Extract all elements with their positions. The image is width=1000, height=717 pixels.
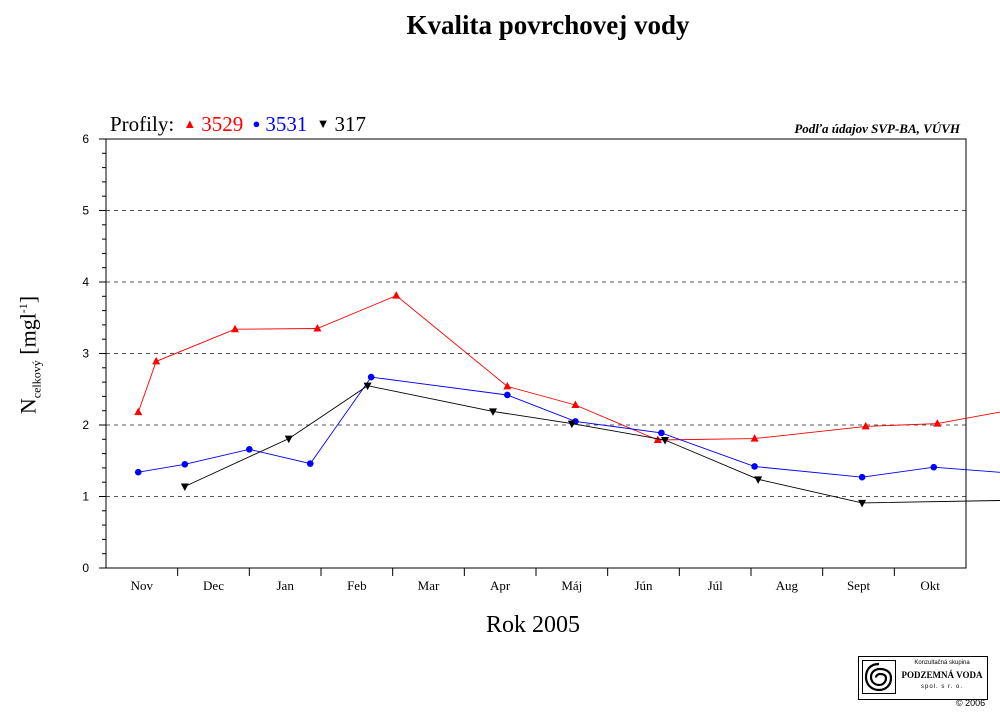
x-tick-label: Máj [561, 578, 582, 593]
y-tick-label: 2 [82, 418, 89, 432]
y-axis-label-unit-exponent: -1 [15, 303, 30, 314]
data-point-3529 [313, 323, 322, 332]
data-point-3529 [861, 421, 870, 430]
y-tick-label: 6 [82, 132, 89, 146]
data-point-317 [363, 382, 372, 391]
x-axis-label: Rok 2005 [485, 612, 580, 638]
data-point-3529 [392, 291, 401, 299]
data-point-3531 [181, 461, 189, 468]
x-tick-label: Jan [276, 578, 294, 593]
data-point-3529 [933, 419, 942, 427]
data-point-3531 [367, 373, 375, 381]
y-axis-label-main: N [15, 398, 41, 415]
company-logo: Konzultačná skupina PODZEMNÁ VODA spol. … [858, 656, 988, 700]
y-tick-label: 5 [82, 204, 89, 218]
data-point-3531 [930, 463, 938, 471]
y-tick-label: 1 [82, 490, 89, 504]
x-tick-label: Mar [418, 578, 440, 593]
y-axis-label-unit-close: ] [15, 295, 41, 304]
data-point-317 [489, 408, 497, 416]
logo-line2: PODZEMNÁ VODA [901, 670, 983, 680]
data-point-317 [754, 476, 763, 484]
legend-label-317: 317 [334, 112, 367, 136]
chart-title: Kvalita povrchovej vody [406, 10, 690, 40]
data-point-317 [858, 499, 867, 508]
y-axis-label-sub: celkový [29, 360, 44, 399]
legend-label-3529: 3529 [201, 112, 244, 136]
legend-marker-317: ▼ [316, 116, 330, 131]
logo-line1: Konzultačná skupina [914, 660, 970, 666]
data-point-3529 [134, 407, 143, 416]
data-point-3529 [653, 435, 662, 444]
legend-prefix: Profily: [110, 112, 175, 136]
data-point-3531 [658, 429, 665, 437]
data-point-317 [180, 483, 189, 491]
legend-marker-3531: ● [252, 116, 261, 131]
logo-line3: spol. s r. o. [920, 684, 963, 690]
x-tick-label: Apr [490, 578, 511, 593]
logo-mark-icon [862, 660, 896, 694]
series-line-317 [184, 385, 1000, 504]
x-tick-label: Okt [920, 578, 940, 593]
series-line-3529 [137, 295, 1000, 441]
data-point-3529 [503, 381, 512, 390]
y-axis-label: Ncelkový [mgl-1] [15, 296, 44, 414]
data-point-3531 [306, 460, 314, 467]
data-point-3529 [231, 324, 239, 333]
x-tick-label: Sept [847, 578, 871, 593]
legend-label-3531: 3531 [265, 112, 308, 136]
x-tick-label: Dec [203, 578, 224, 593]
series-line-3531 [138, 376, 1000, 478]
source-note: Podľa údajov SVP-BA, VÚVH [794, 121, 960, 136]
x-tick-label: Jún [634, 578, 653, 593]
y-tick-label: 4 [82, 275, 89, 289]
x-tick-label: Aug [776, 578, 799, 593]
x-tick-label: Nov [131, 578, 154, 593]
data-point-3531 [246, 446, 253, 453]
data-point-3529 [152, 356, 161, 365]
y-tick-label: 0 [82, 561, 89, 575]
data-point-3531 [858, 473, 866, 481]
data-point-317 [284, 435, 293, 444]
data-point-3531 [134, 468, 142, 476]
data-point-3531 [504, 391, 511, 399]
copyright-note: © 2006 [956, 698, 986, 708]
data-point-3529 [750, 434, 759, 442]
x-tick-label: Júl [708, 578, 724, 593]
y-axis-label-unit: [mgl [15, 313, 41, 361]
data-point-3529 [571, 400, 580, 408]
data-point-317 [567, 420, 576, 429]
y-tick-label: 3 [82, 347, 89, 361]
legend: Profily: ▲ 3529 ● 3531 ▼ 317 [110, 112, 366, 137]
x-tick-label: Feb [347, 578, 367, 593]
data-point-317 [661, 437, 669, 445]
legend-marker-3529: ▲ [183, 116, 197, 131]
data-point-3531 [751, 463, 758, 470]
